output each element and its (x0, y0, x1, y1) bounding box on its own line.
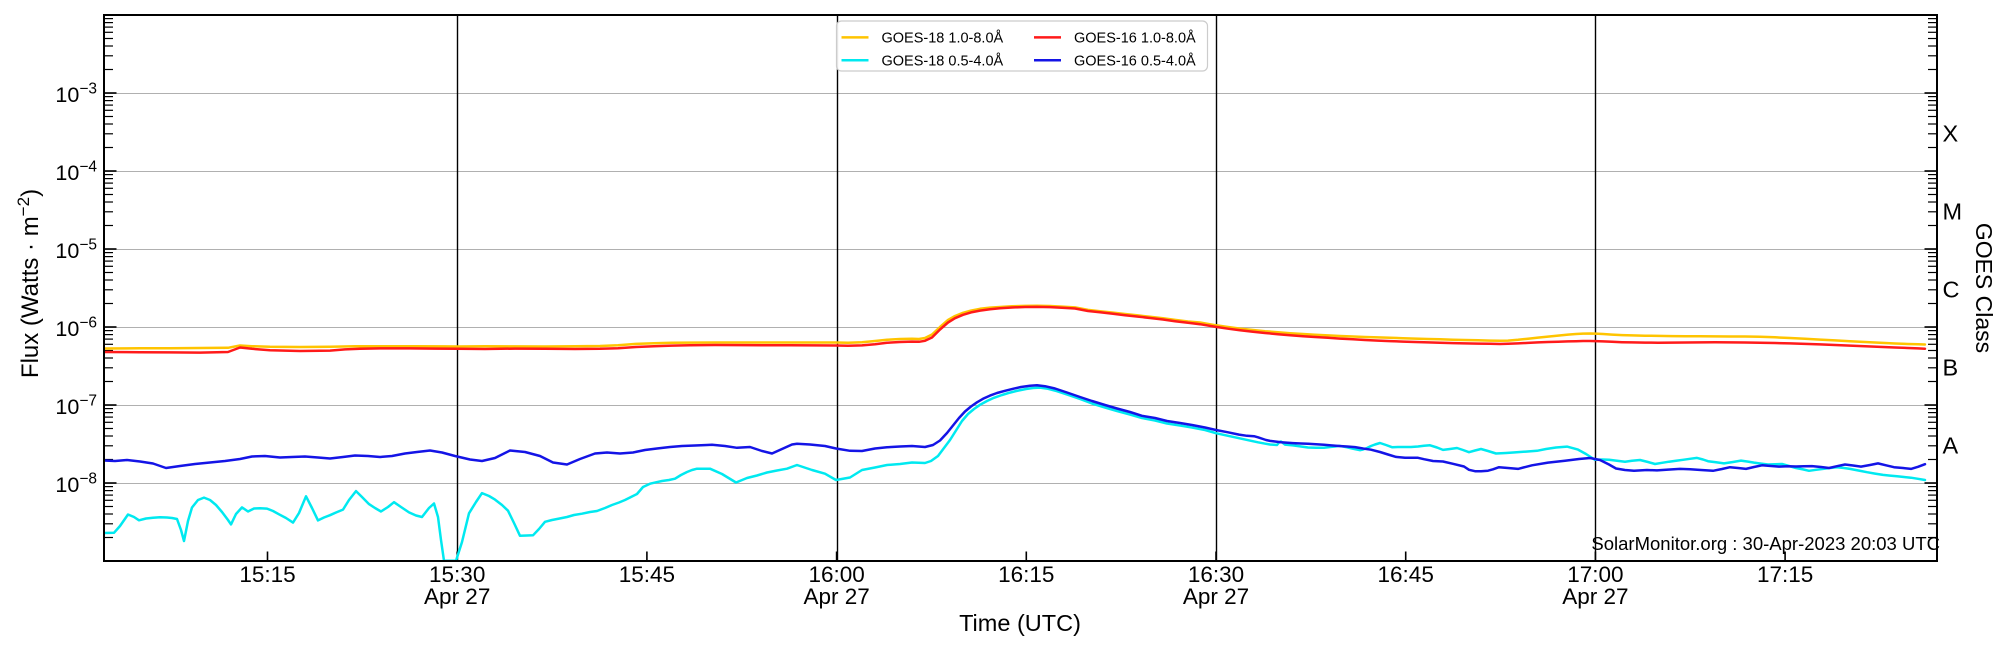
svg-text:17:00: 17:00 (1567, 562, 1623, 587)
svg-text:C: C (1943, 277, 1960, 303)
svg-text:16:45: 16:45 (1378, 562, 1434, 587)
svg-text:X: X (1943, 121, 1959, 147)
svg-text:B: B (1943, 355, 1959, 381)
svg-text:GOES-16 1.0-8.0Å: GOES-16 1.0-8.0Å (1074, 30, 1196, 47)
svg-text:A: A (1943, 433, 1959, 459)
svg-text:16:30: 16:30 (1188, 562, 1244, 587)
svg-text:Apr 27: Apr 27 (803, 584, 869, 609)
svg-text:GOES-16 0.5-4.0Å: GOES-16 0.5-4.0Å (1074, 52, 1196, 69)
svg-text:10−3: 10−3 (55, 81, 97, 108)
svg-text:GOES-18 0.5-4.0Å: GOES-18 0.5-4.0Å (882, 52, 1004, 69)
svg-text:M: M (1943, 199, 1963, 225)
svg-text:Flux (Watts · m−2): Flux (Watts · m−2) (14, 189, 44, 378)
svg-text:Apr 27: Apr 27 (424, 584, 490, 609)
svg-text:16:15: 16:15 (998, 562, 1054, 587)
svg-text:15:45: 15:45 (619, 562, 675, 587)
svg-text:16:00: 16:00 (808, 562, 864, 587)
svg-text:15:30: 15:30 (429, 562, 485, 587)
svg-text:10−6: 10−6 (55, 315, 97, 342)
svg-text:GOES-18 1.0-8.0Å: GOES-18 1.0-8.0Å (882, 30, 1004, 47)
svg-text:Apr 27: Apr 27 (1562, 584, 1628, 609)
svg-text:SolarMonitor.org : 30-Apr-2023: SolarMonitor.org : 30-Apr-2023 20:03 UTC (1591, 533, 1940, 554)
svg-text:17:15: 17:15 (1757, 562, 1813, 587)
svg-text:10−7: 10−7 (55, 393, 97, 420)
svg-text:15:15: 15:15 (239, 562, 295, 587)
svg-text:GOES Class: GOES Class (1971, 223, 1997, 353)
svg-text:Time (UTC): Time (UTC) (959, 610, 1081, 636)
svg-text:Apr 27: Apr 27 (1183, 584, 1249, 609)
